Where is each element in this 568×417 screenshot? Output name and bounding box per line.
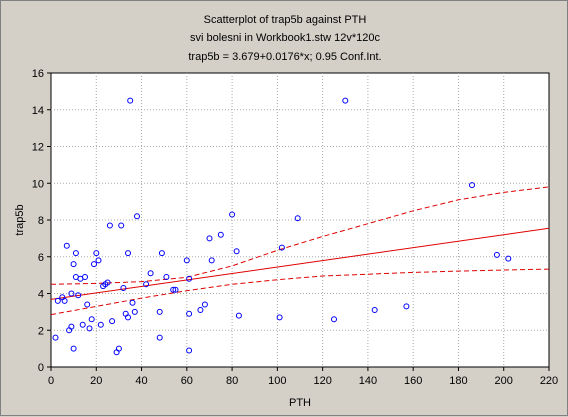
- data-point: [217, 231, 224, 238]
- data-point: [276, 314, 283, 321]
- data-point: [68, 290, 75, 297]
- y-tick-label: 4: [38, 289, 44, 301]
- x-axis-label: PTH: [289, 397, 311, 409]
- data-point: [201, 301, 208, 308]
- x-axis-ticks: 0 20 40 60 80 100 120 140 160 180 200 220: [48, 367, 558, 387]
- chart-subtitle: svi bolesni in Workbook1.stw 12v*120c: [190, 32, 380, 44]
- x-tick-label: 20: [90, 375, 102, 387]
- regression-line-group: [50, 227, 550, 300]
- data-point: [125, 250, 131, 257]
- data-point: [93, 250, 100, 257]
- data-point: [61, 297, 68, 304]
- x-tick-label: 160: [404, 375, 422, 387]
- data-point: [95, 257, 102, 264]
- data-point: [172, 286, 179, 293]
- data-point: [109, 318, 116, 325]
- data-point: [125, 314, 131, 321]
- x-tick-label: 100: [268, 375, 286, 387]
- data-points: [52, 97, 512, 356]
- data-point: [106, 222, 113, 229]
- data-point: [129, 299, 136, 306]
- x-tick-label: 60: [181, 375, 193, 387]
- data-point: [70, 261, 77, 268]
- data-point: [156, 308, 163, 315]
- y-tick-label: 2: [38, 325, 44, 337]
- y-tick-label: 16: [32, 68, 44, 80]
- data-point: [63, 242, 70, 249]
- y-tick-label: 12: [32, 142, 44, 154]
- data-point: [206, 235, 213, 242]
- confidence-band: [50, 186, 550, 316]
- data-point: [294, 215, 301, 222]
- y-axis-ticks: 0 2 4 6 8 10 12 14 16: [32, 68, 51, 374]
- data-point: [403, 303, 410, 310]
- data-point: [54, 297, 61, 304]
- chart-title: Scatterplot of trap5b against PTH: [204, 14, 367, 26]
- data-point: [52, 334, 59, 341]
- y-tick-label: 10: [32, 178, 44, 190]
- y-axis-label: trap5b: [14, 204, 26, 235]
- data-point: [86, 325, 93, 332]
- data-point: [229, 211, 236, 218]
- confidence-band-upper: [50, 186, 550, 285]
- data-point: [469, 182, 475, 189]
- data-point: [82, 274, 88, 280]
- y-tick-label: 6: [38, 252, 44, 264]
- x-tick-label: 0: [48, 375, 54, 387]
- data-point: [88, 316, 95, 323]
- data-point: [186, 310, 193, 317]
- x-tick-label: 140: [359, 375, 377, 387]
- data-point: [75, 292, 82, 299]
- data-point: [118, 222, 125, 229]
- x-tick-label: 40: [135, 375, 147, 387]
- data-point: [186, 347, 193, 354]
- x-tick-label: 200: [495, 375, 513, 387]
- data-point: [104, 279, 111, 286]
- data-point: [72, 250, 79, 257]
- x-tick-label: 180: [449, 375, 467, 387]
- data-point: [115, 345, 122, 352]
- data-point: [79, 321, 86, 328]
- data-point: [158, 250, 165, 257]
- data-point: [331, 316, 337, 323]
- data-point: [197, 307, 204, 313]
- data-point: [156, 334, 163, 341]
- y-tick-label: 8: [38, 215, 44, 227]
- data-point: [371, 307, 378, 313]
- y-tick-label: 0: [38, 362, 44, 374]
- data-point: [127, 97, 134, 104]
- data-point: [183, 257, 190, 264]
- x-tick-label: 120: [313, 375, 331, 387]
- data-point: [493, 251, 500, 258]
- data-point: [186, 275, 193, 282]
- data-point: [233, 248, 240, 255]
- data-point: [235, 312, 242, 319]
- data-point: [163, 274, 170, 280]
- x-tick-label: 80: [226, 375, 238, 387]
- data-point: [97, 321, 104, 328]
- data-point: [170, 286, 177, 293]
- data-point: [91, 261, 97, 268]
- regression-line: [50, 227, 550, 300]
- data-point: [143, 281, 150, 288]
- data-point: [70, 345, 77, 352]
- confidence-band-lower: [50, 268, 550, 316]
- y-tick-label: 14: [32, 105, 44, 117]
- data-point: [134, 213, 140, 220]
- data-point: [131, 308, 138, 315]
- data-point: [208, 257, 215, 264]
- data-point: [278, 244, 285, 251]
- data-point: [505, 255, 512, 262]
- grid-lines: [51, 73, 549, 367]
- regression-equation: trap5b = 3.679+0.0176*x; 0.95 Conf.Int.: [188, 51, 381, 63]
- data-point: [342, 97, 349, 104]
- data-point: [84, 301, 91, 308]
- data-point: [68, 323, 75, 330]
- data-point: [120, 285, 127, 291]
- data-point: [147, 270, 154, 277]
- x-tick-label: 220: [540, 375, 558, 387]
